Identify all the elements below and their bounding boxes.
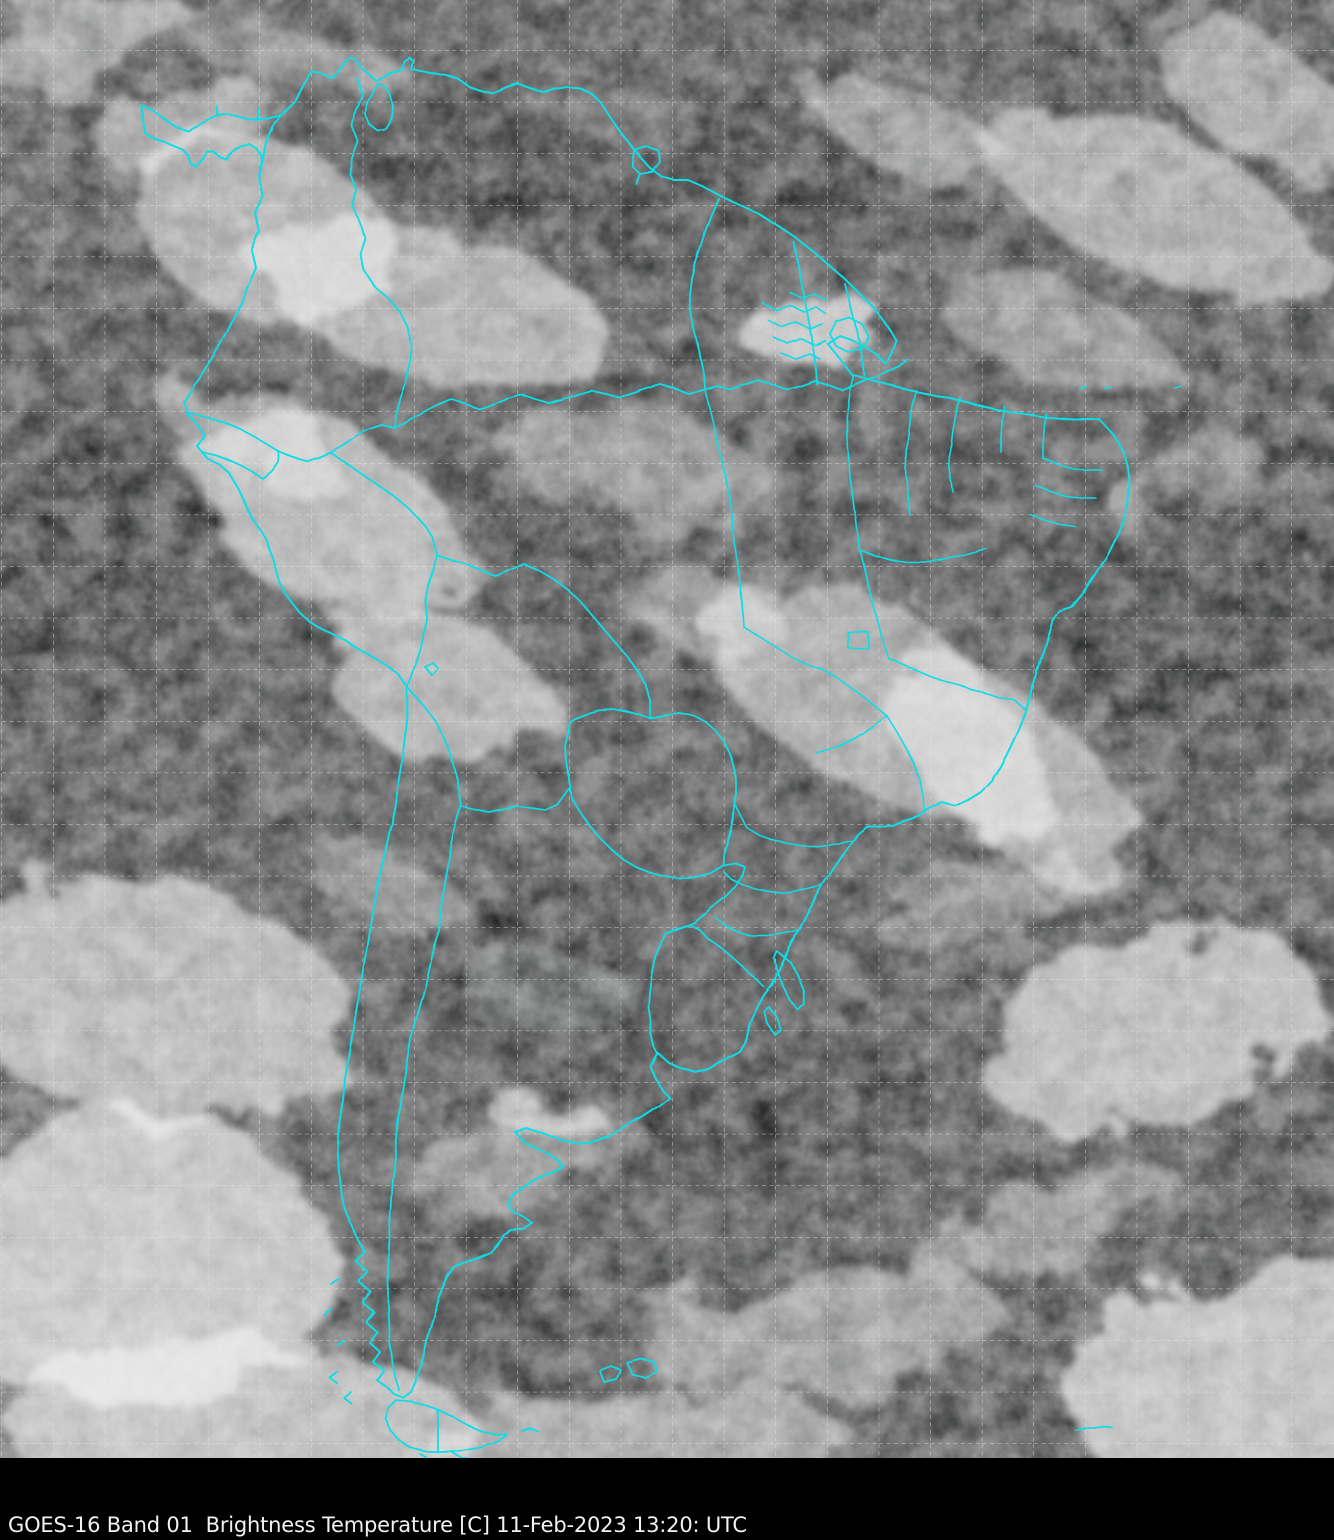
border-bolivia-chile [405,685,462,807]
border-ecuador-peru [202,450,279,479]
border-bolivia-argentina [460,787,572,813]
trinidad-island [631,145,661,185]
lake-maracaibo [364,83,394,131]
country-borders [185,77,909,1391]
border-bolivia-paraguay [567,708,653,721]
border-paraguay-argentina [564,719,725,879]
border-peru-colombia [277,450,331,462]
latlon-grid-overlay [0,0,1334,1459]
border-venezuela-guyana [688,197,719,389]
falkland-islands [599,1357,659,1383]
border-peru-bolivia [405,537,437,687]
south-georgia-dash [1075,1425,1113,1432]
border-suriname-frguiana [844,283,866,377]
border-argentina-chile [387,805,462,1391]
border-colombia-venezuela [349,77,413,429]
tierra-del-fuego [323,1279,541,1459]
border-brazil-uruguay [664,924,765,988]
border-peru-brazil [329,451,434,539]
border-argentina-uruguay [648,932,666,1055]
caption-text: GOES-16 Band 01 Brightness Temperature [… [8,1513,747,1537]
border-guyana-suriname [793,241,818,385]
border-venezuela-colombia-brazil [329,384,704,453]
border-bolivia-brazil [435,553,653,721]
caption-bar: GOES-16 Band 01 Brightness Temperature [… [0,1458,1334,1540]
border-paraguay-brazil [651,713,737,867]
small-islands [1075,384,1181,1432]
patos-mirim-lagoons [764,951,805,1036]
boundary-overlay [141,56,1181,1459]
border-brazil-guianas [702,359,909,391]
south-america-coastline [183,56,1131,1399]
brazil-state-borders [704,375,1103,937]
panama-coastline [141,105,281,168]
lake-titicaca [423,661,439,676]
border-colombia-ecuador [185,411,279,452]
